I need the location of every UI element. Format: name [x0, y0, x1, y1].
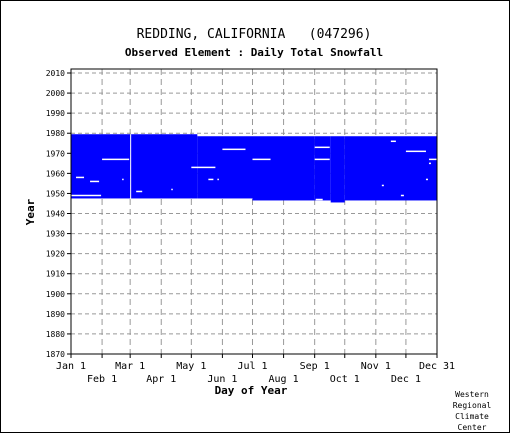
y-tick-label: 1930	[46, 230, 65, 239]
missing-data-segment	[314, 158, 330, 161]
missing-data-segment	[381, 184, 384, 187]
missing-data-segment	[390, 140, 396, 143]
x-tick-label: Feb 1	[87, 374, 117, 385]
missing-data-segment	[222, 148, 246, 151]
data-coverage-block	[130, 134, 198, 199]
y-tick-label: 1950	[46, 189, 65, 198]
y-tick-label: 1990	[46, 109, 65, 118]
missing-data-segment	[171, 188, 173, 191]
missing-data-segment	[136, 190, 143, 193]
missing-data-segment	[71, 194, 102, 197]
missing-data-segment	[428, 162, 431, 165]
x-tick-label: May 1	[176, 361, 206, 372]
credit-line: Western	[455, 390, 489, 399]
credit-line: Center	[457, 423, 487, 432]
x-tick-label: Oct 1	[330, 374, 360, 385]
data-coverage-block	[252, 136, 315, 201]
y-tick-label: 1960	[46, 169, 65, 178]
plot-background	[71, 69, 437, 354]
data-coverage-block	[71, 134, 131, 199]
missing-data-segment	[122, 178, 124, 181]
x-tick-label: Mar 1	[115, 361, 145, 372]
y-axis-label: Year	[24, 198, 37, 225]
missing-data-segment	[102, 158, 130, 161]
data-coverage-block	[314, 136, 331, 201]
y-tick-label: 2010	[46, 69, 65, 78]
missing-data-segment	[315, 198, 323, 201]
chart-title: REDDING, CALIFORNIA (047296)	[137, 27, 372, 42]
x-tick-label: Jun 1	[207, 374, 237, 385]
y-tick-label: 1910	[46, 270, 65, 279]
axes: 1870 1880 1890 1900 1910 1920 1930 1940 1950 1960…	[46, 68, 455, 385]
missing-data-segment	[405, 150, 426, 153]
x-axis-label: Day of Year	[215, 384, 288, 397]
x-tick-label: Nov 1	[361, 361, 391, 372]
missing-data-segment	[428, 158, 437, 161]
missing-data-segment	[76, 176, 85, 179]
missing-data-segment	[425, 178, 428, 181]
y-tick-label: 1880	[46, 330, 65, 339]
data-coverage-block	[344, 136, 437, 201]
credit-line: Regional	[452, 401, 492, 410]
y-tick-label: 1870	[46, 350, 65, 359]
x-tick-label: Aug 1	[269, 374, 299, 385]
credit-block: Western Regional Climate Center	[446, 389, 498, 433]
missing-data-segment	[314, 146, 330, 149]
missing-data-segment	[252, 158, 271, 161]
y-tick-label: 2000	[46, 89, 65, 98]
missing-data-segment	[400, 194, 404, 197]
chart-subtitle: Observed Element : Daily Total Snowfall	[125, 46, 383, 59]
y-tick-label: 1980	[46, 129, 65, 138]
x-tick-label: Jan 1	[56, 361, 86, 372]
y-tick-label: 1890	[46, 310, 65, 319]
y-tick-label: 1940	[46, 210, 65, 219]
x-tick-label: Sep 1	[300, 361, 330, 372]
x-tick-label: Apr 1	[146, 374, 176, 385]
x-tick-label: Jul 1	[237, 361, 267, 372]
y-tick-label: 1970	[46, 149, 65, 158]
plot-area	[71, 69, 437, 354]
x-tick-label: Dec 31	[419, 361, 455, 372]
y-tick-label: 1920	[46, 250, 65, 259]
missing-data-segment	[90, 180, 100, 183]
data-layer	[71, 134, 437, 203]
missing-data-segment	[217, 178, 219, 181]
plot-border	[70, 68, 438, 355]
data-coverage-block	[330, 136, 345, 203]
y-tick-label: 1900	[46, 290, 65, 299]
credit-line: Climate	[455, 412, 489, 421]
missing-data-segment	[191, 166, 216, 169]
missing-data-segment	[208, 178, 214, 181]
x-tick-label: Dec 1	[391, 374, 421, 385]
